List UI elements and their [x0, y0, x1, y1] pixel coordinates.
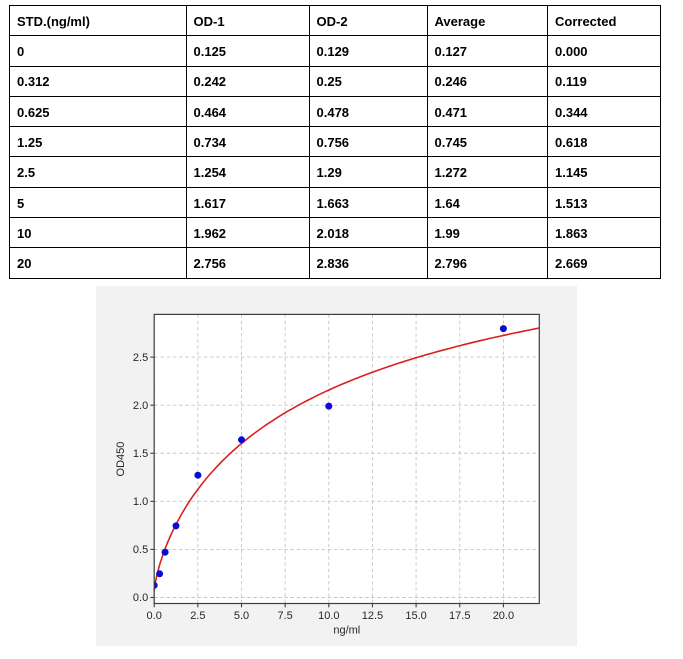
svg-text:0.0: 0.0	[147, 610, 162, 622]
svg-text:2.5: 2.5	[133, 352, 148, 364]
svg-text:17.5: 17.5	[449, 610, 470, 622]
svg-text:7.5: 7.5	[278, 610, 293, 622]
svg-text:1.5: 1.5	[133, 448, 148, 460]
svg-text:15.0: 15.0	[405, 610, 426, 622]
svg-text:12.5: 12.5	[362, 610, 383, 622]
svg-text:1.0: 1.0	[133, 496, 148, 508]
svg-text:ng/ml: ng/ml	[333, 625, 360, 637]
svg-text:0.5: 0.5	[133, 544, 148, 556]
svg-text:2.0: 2.0	[133, 400, 148, 412]
svg-text:2.5: 2.5	[190, 610, 205, 622]
svg-text:0.0: 0.0	[133, 592, 148, 604]
svg-text:20.0: 20.0	[493, 610, 514, 622]
svg-text:10.0: 10.0	[318, 610, 339, 622]
svg-text:OD450: OD450	[115, 442, 127, 477]
svg-text:5.0: 5.0	[234, 610, 249, 622]
